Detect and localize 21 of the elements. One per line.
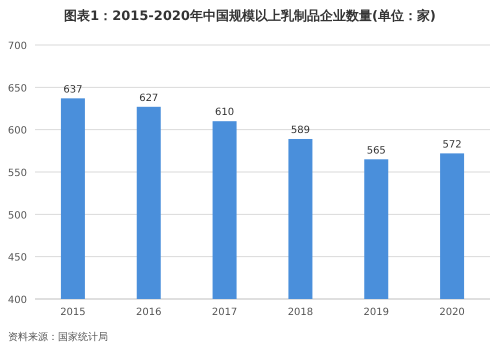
data-label: 610 <box>215 107 234 118</box>
y-tick-label: 700 <box>8 41 27 52</box>
y-tick-label: 400 <box>8 295 27 306</box>
x-tick-label: 2019 <box>364 307 389 318</box>
x-tick-label: 2017 <box>212 307 238 318</box>
y-tick-label: 500 <box>8 210 27 222</box>
text: 资料来源：国家统计局 <box>8 331 108 343</box>
x-tick-label: 2018 <box>288 307 314 318</box>
data-label: 627 <box>139 92 158 104</box>
data-label: 572 <box>442 139 462 150</box>
y-tick-label: 450 <box>8 252 27 264</box>
y-tick-label: 650 <box>8 83 27 94</box>
data-label: 565 <box>366 145 386 156</box>
x-tick-label: 2015 <box>60 307 86 318</box>
x-tick-label: 2016 <box>136 307 162 318</box>
data-label: 637 <box>63 84 82 96</box>
chart-title: 图表1：2015-2020年中国规模以上乳制品企业数量(单位：家) <box>64 8 436 24</box>
y-tick-label: 550 <box>8 168 27 179</box>
x-tick-label: 2020 <box>439 307 465 318</box>
y-tick-label: 600 <box>8 126 27 137</box>
data-label: 589 <box>290 124 310 136</box>
